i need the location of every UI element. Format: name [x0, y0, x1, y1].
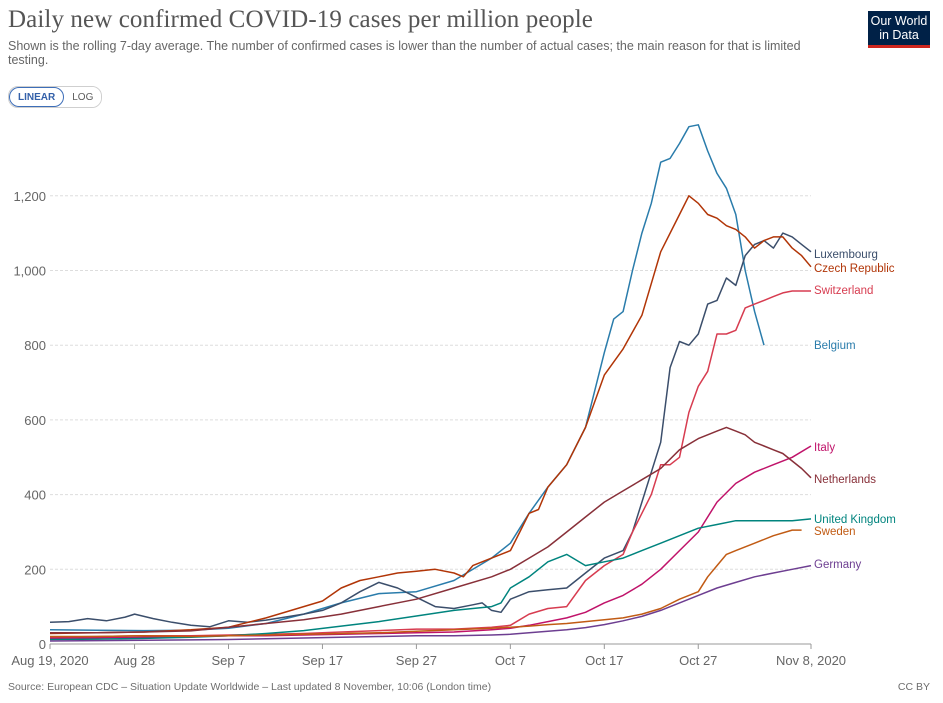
chart-title: Daily new confirmed COVID-19 cases per m… [8, 6, 593, 33]
log-scale-button[interactable]: LOG [64, 87, 102, 107]
series-line-germany [49, 564, 812, 642]
x-tick-label: Aug 28 [114, 653, 155, 668]
y-tick-label: 1,000 [13, 264, 46, 279]
x-tick-label: Sep 17 [302, 653, 343, 668]
series-label-switzerland: Switzerland [814, 285, 873, 297]
x-tick-label: Oct 7 [495, 653, 526, 668]
series-line-united-kingdom [49, 518, 812, 641]
license-link[interactable]: CC BY [897, 681, 930, 693]
series-label-netherlands: Netherlands [814, 474, 876, 486]
scale-toggle: LINEAR LOG [8, 86, 103, 108]
x-tick-label: Nov 8, 2020 [776, 653, 846, 668]
x-tick-label: Oct 17 [585, 653, 623, 668]
y-tick-label: 0 [39, 637, 46, 652]
series-line-luxembourg [49, 232, 812, 628]
linear-scale-button[interactable]: LINEAR [9, 87, 65, 107]
series-line-switzerland [49, 290, 811, 639]
x-tick-label: Aug 19, 2020 [11, 653, 88, 668]
logo-line-2: in Data [879, 28, 919, 42]
series-label-belgium: Belgium [814, 340, 856, 352]
series-label-italy: Italy [814, 442, 835, 454]
series-line-sweden [50, 529, 802, 638]
series-line-czech-republic [49, 195, 812, 635]
y-tick-label: 600 [24, 413, 46, 428]
logo-accent-bar [868, 45, 930, 48]
series-line-belgium [49, 124, 765, 632]
series-label-czech-republic: Czech Republic [814, 263, 895, 275]
y-tick-label: 1,200 [13, 189, 46, 204]
source-note[interactable]: Source: European CDC – Situation Update … [8, 681, 492, 693]
x-tick-label: Sep 7 [212, 653, 246, 668]
series-label-united-kingdom: United Kingdom [814, 514, 896, 526]
series-label-sweden: Sweden [814, 526, 856, 538]
series-label-germany: Germany [814, 559, 862, 571]
owid-logo[interactable]: Our World in Data [868, 11, 930, 48]
logo-line-1: Our World [870, 14, 928, 28]
y-tick-label: 800 [24, 338, 46, 353]
chart-subtitle: Shown is the rolling 7-day average. The … [8, 39, 801, 67]
series-line-netherlands [50, 426, 812, 634]
y-tick-label: 200 [24, 562, 46, 577]
x-tick-label: Sep 27 [396, 653, 437, 668]
series-label-luxembourg: Luxembourg [814, 249, 878, 261]
series-line-italy [49, 445, 812, 640]
x-tick-label: Oct 27 [679, 653, 717, 668]
y-tick-label: 400 [24, 488, 46, 503]
